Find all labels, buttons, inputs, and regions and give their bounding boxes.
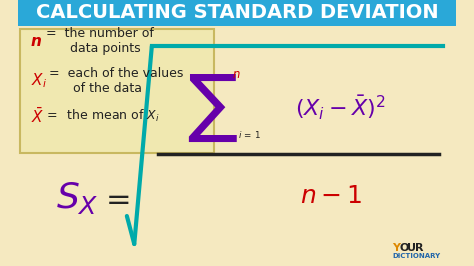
Text: Y: Y <box>392 243 401 253</box>
Text: $X_i$: $X_i$ <box>31 72 46 90</box>
Text: $=\;$ the mean of $X_i$: $=\;$ the mean of $X_i$ <box>44 108 159 124</box>
Text: $\bar{X}$: $\bar{X}$ <box>31 106 44 126</box>
Text: R: R <box>415 243 423 253</box>
Text: $^n$: $^n$ <box>232 69 241 87</box>
Text: $=$: $=$ <box>100 184 130 213</box>
Text: =  each of the values
       of the data: = each of the values of the data <box>46 67 184 95</box>
FancyBboxPatch shape <box>20 29 214 153</box>
Text: $(X_i - \bar{X})^2$: $(X_i - \bar{X})^2$ <box>295 94 386 122</box>
Text: DICTIONARY: DICTIONARY <box>392 253 441 259</box>
Text: =  the number of
       data points: = the number of data points <box>42 27 154 55</box>
Text: CALCULATING STANDARD DEVIATION: CALCULATING STANDARD DEVIATION <box>36 3 438 23</box>
Text: $n - 1$: $n - 1$ <box>300 184 362 208</box>
Text: $_{i\,=\,1}$: $_{i\,=\,1}$ <box>238 127 261 140</box>
Text: $\sum$: $\sum$ <box>187 72 237 144</box>
FancyBboxPatch shape <box>18 0 456 26</box>
Text: U: U <box>407 243 416 253</box>
Text: $S_X$: $S_X$ <box>56 180 99 216</box>
Text: O: O <box>400 243 409 253</box>
Text: n: n <box>31 34 41 48</box>
